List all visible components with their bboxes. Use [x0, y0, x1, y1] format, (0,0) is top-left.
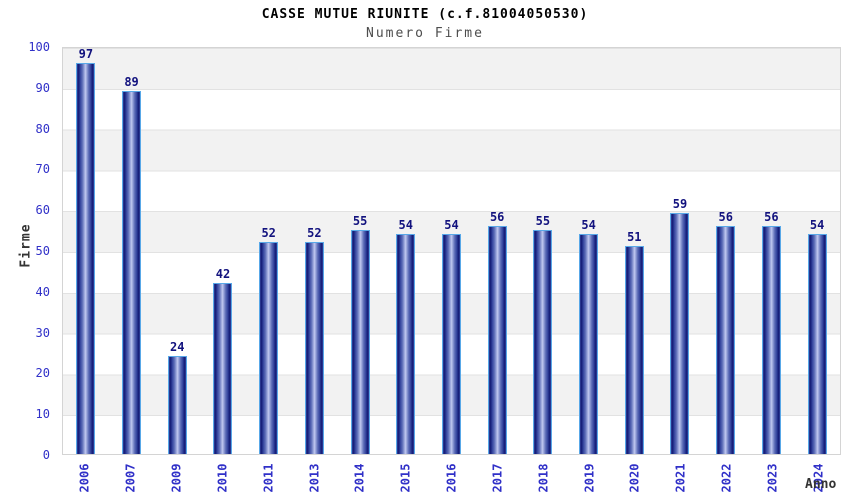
bar-value-label: 42 — [215, 266, 231, 281]
bar-slot: 89 — [109, 48, 155, 454]
x-tick-label: 2011 — [261, 463, 276, 493]
bar — [716, 225, 736, 454]
bar-slot: 59 — [657, 48, 703, 454]
y-tick-label: 40 — [35, 284, 50, 299]
bar — [761, 225, 781, 454]
bar-slot: 54 — [429, 48, 475, 454]
bar — [396, 233, 416, 454]
bar-value-label: 59 — [672, 197, 688, 212]
y-tick-label: 70 — [35, 162, 50, 177]
bar-value-label: 97 — [78, 47, 94, 61]
bar-slot: 97 — [63, 48, 109, 454]
bar-slot: 55 — [520, 48, 566, 454]
bar-slot: 52 — [246, 48, 292, 454]
x-axis-title: Anno — [805, 477, 837, 492]
x-tick-label: 2017 — [490, 463, 505, 493]
bar — [670, 213, 690, 454]
bar-slot: 54 — [794, 48, 840, 454]
x-tick-label: 2015 — [398, 463, 413, 493]
bar — [122, 90, 142, 454]
y-axis-tick-labels: 0 10 20 30 40 50 60 70 80 90 100 — [0, 40, 56, 462]
bar-slot: 54 — [383, 48, 429, 454]
bars-container: 97 89 24 42 52 52 55 54 54 56 55 54 51 59 56 56 54 — [63, 48, 840, 454]
y-tick-label: 50 — [35, 244, 50, 258]
bar-value-label: 55 — [535, 213, 551, 228]
bar-value-label: 52 — [261, 225, 276, 240]
x-tick-label: 2013 — [307, 463, 322, 493]
bar-slot: 52 — [292, 48, 338, 454]
bar-value-label: 56 — [764, 209, 779, 224]
x-tick-label: 2010 — [215, 463, 230, 493]
y-tick-label: 80 — [35, 121, 50, 136]
bar — [533, 229, 553, 454]
bar-value-label: 54 — [398, 217, 413, 232]
y-tick-label: 90 — [35, 80, 50, 95]
bar-value-label: 54 — [581, 217, 596, 232]
bar — [213, 282, 233, 454]
x-tick-label: 2006 — [77, 463, 92, 493]
plot-area: 97 89 24 42 52 52 55 54 54 56 55 54 51 59 56 56 54 — [62, 47, 841, 455]
bar-value-label: 54 — [444, 217, 459, 232]
x-axis-tick-labels: 2006 2007 2009 2010 2011 2013 2014 2015 2016 2017… — [62, 457, 841, 499]
y-tick-label: 0 — [42, 448, 50, 462]
bar — [350, 229, 370, 454]
bar — [624, 245, 644, 454]
bar — [76, 63, 96, 454]
bar-value-label: 56 — [718, 209, 733, 224]
x-tick-label: 2009 — [169, 463, 184, 493]
bar-value-label: 89 — [124, 74, 139, 89]
bar — [807, 233, 827, 454]
bar-slot: 56 — [703, 48, 749, 454]
bar-slot: 55 — [337, 48, 383, 454]
bar — [259, 241, 279, 454]
bar-slot: 56 — [474, 48, 520, 454]
bar-value-label: 51 — [627, 229, 642, 244]
bar-slot: 42 — [200, 48, 246, 454]
bar — [304, 241, 324, 454]
bar — [167, 356, 187, 454]
y-tick-label: 30 — [35, 325, 50, 340]
bar — [487, 225, 507, 454]
bar-value-label: 52 — [307, 225, 322, 240]
x-tick-label: 2007 — [123, 463, 138, 493]
bar-value-label: 24 — [170, 340, 185, 355]
bar-slot: 56 — [749, 48, 795, 454]
x-tick-label: 2016 — [444, 463, 459, 493]
bar-value-label: 54 — [809, 217, 825, 232]
x-tick-label: 2023 — [765, 463, 780, 493]
x-tick-label: 2019 — [582, 463, 597, 493]
bar-value-label: 55 — [352, 213, 368, 228]
y-tick-label: 10 — [35, 407, 50, 422]
x-tick-label: 2018 — [536, 463, 551, 493]
chart-subtitle: Numero Firme — [366, 26, 484, 41]
x-tick-label: 2020 — [627, 463, 642, 493]
y-tick-label: 60 — [35, 203, 50, 218]
bar-value-label: 56 — [489, 209, 505, 224]
bar-slot: 51 — [611, 48, 657, 454]
bar — [579, 233, 599, 454]
chart-title: CASSE MUTUE RIUNITE (c.f.81004050530) — [261, 7, 589, 22]
x-tick-label: 2014 — [352, 463, 367, 493]
bar-slot: 24 — [154, 48, 200, 454]
y-tick-label: 20 — [35, 366, 50, 381]
x-tick-label: 2021 — [673, 463, 688, 493]
x-tick-label: 2022 — [719, 463, 734, 493]
y-tick-label: 100 — [28, 40, 50, 54]
bar — [441, 233, 461, 454]
bar-slot: 54 — [566, 48, 612, 454]
